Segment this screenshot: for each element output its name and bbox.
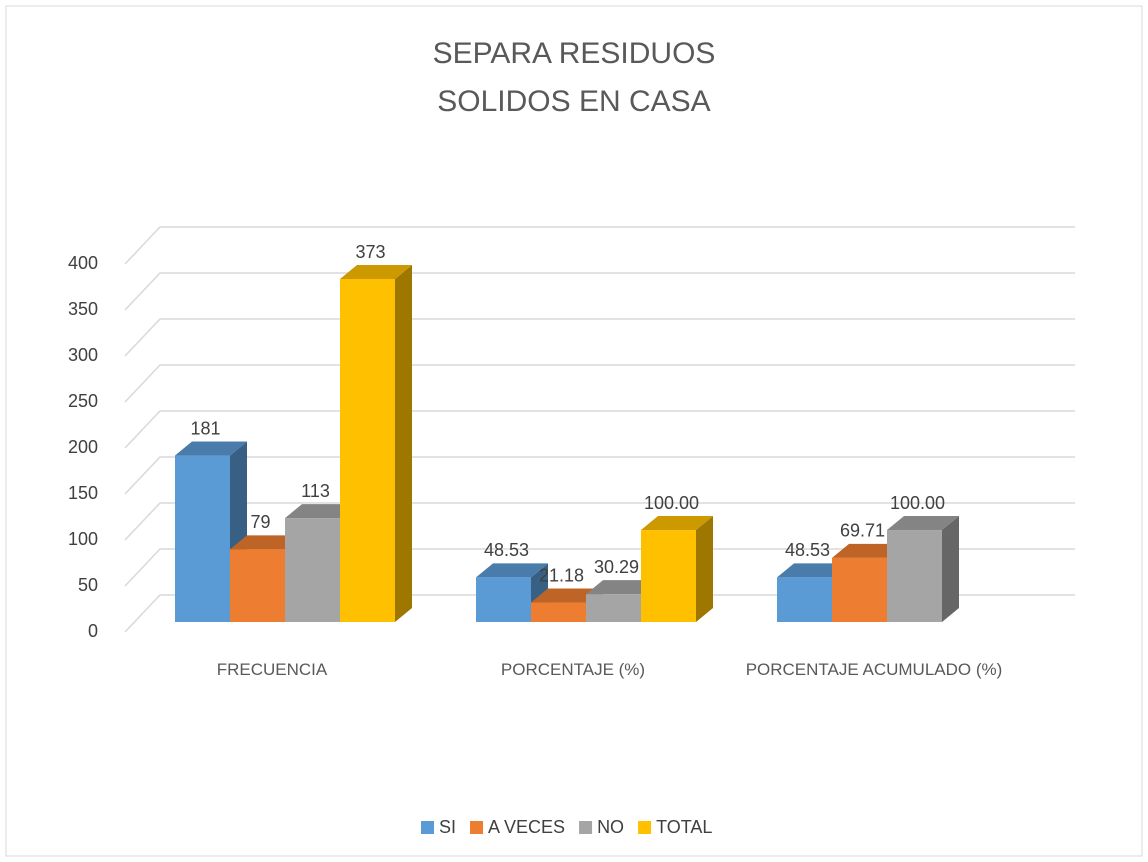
bar-front [832, 557, 887, 622]
grid-line [124, 594, 1075, 633]
bar-front [531, 602, 586, 622]
bar-side [942, 516, 959, 622]
bar-front [230, 549, 285, 622]
bar [887, 516, 959, 622]
bar-top [230, 535, 302, 550]
grid-line [124, 410, 1075, 449]
bar-front [777, 577, 832, 622]
data-label: 21.18 [539, 565, 584, 585]
bar-top [832, 543, 904, 558]
chart-title: SEPARA RESIDUOS SOLIDOS EN CASA [432, 37, 716, 118]
bar-front [476, 577, 531, 622]
bar-front [887, 530, 942, 622]
data-label: 69.71 [840, 521, 885, 541]
bar-top [340, 265, 412, 279]
grid-line [124, 502, 1075, 541]
x-tick-label: PORCENTAJE (%) [500, 660, 646, 679]
bar-top [285, 504, 357, 519]
legend-swatch [638, 821, 652, 834]
data-label: 100.00 [644, 493, 699, 513]
y-tick-label: 50 [78, 575, 98, 595]
bar-front [340, 279, 395, 622]
x-tick-label: FRECUENCIA [216, 660, 328, 679]
bar-top [476, 563, 548, 578]
grid-line [124, 226, 1075, 265]
data-label: 48.53 [785, 540, 830, 560]
data-label: 181 [190, 418, 220, 438]
x-tick-label: PORCENTAJE ACUMULADO (%) [745, 660, 1003, 679]
y-tick-label: 0 [88, 621, 98, 641]
data-label: 113 [301, 481, 330, 501]
data-label: 100.00 [890, 493, 945, 513]
data-label: 48.53 [484, 540, 529, 560]
data-label: 79 [250, 512, 270, 532]
chart-border [5, 5, 1143, 857]
grid-line [124, 318, 1075, 357]
legend-swatch [421, 821, 434, 834]
data-label: 30.29 [594, 557, 639, 577]
bar-top [175, 441, 247, 456]
grid-line [124, 456, 1075, 495]
y-tick-label: 300 [68, 345, 98, 365]
grid-line [124, 548, 1075, 587]
bar-top [777, 563, 849, 578]
legend-swatch [470, 821, 484, 834]
y-tick-label: 400 [68, 253, 98, 273]
bar [641, 516, 713, 622]
y-tick-label: 150 [68, 483, 98, 503]
grid-line [124, 364, 1075, 403]
legend-label: TOTAL [656, 817, 712, 837]
bar-side [395, 265, 412, 622]
y-tick-label: 350 [68, 299, 98, 319]
data-label: 373 [355, 242, 385, 262]
bar-top [641, 516, 713, 531]
bar-side [696, 516, 713, 622]
legend-label: SI [439, 817, 456, 837]
y-tick-label: 100 [68, 529, 98, 549]
legend-label: NO [597, 817, 624, 837]
bar [340, 265, 412, 622]
bar-top [887, 516, 959, 531]
bar-front [586, 594, 641, 622]
bar [476, 563, 548, 622]
y-tick-label: 250 [68, 391, 98, 411]
legend-swatch [579, 821, 593, 834]
bar-top [586, 580, 658, 595]
bar-front [175, 455, 230, 622]
grid-line [124, 272, 1075, 311]
bar-top [531, 588, 603, 603]
legend-label: A VECES [488, 817, 565, 837]
y-tick-label: 200 [68, 437, 98, 457]
bar-front [285, 518, 340, 622]
bar-front [641, 530, 696, 622]
